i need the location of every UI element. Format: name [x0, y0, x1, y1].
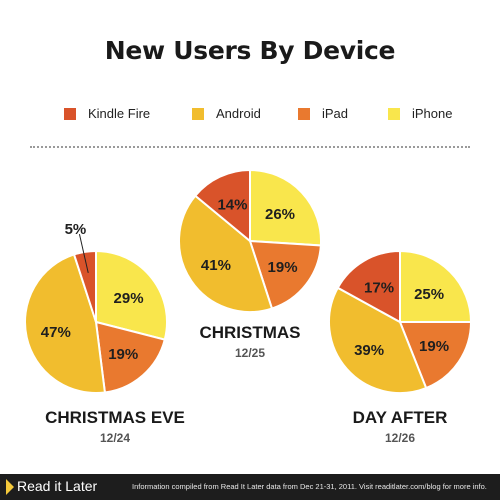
- pie-slice-android: [328, 286, 428, 394]
- pie-slice-iphone: [399, 249, 473, 323]
- pie-data-label-ipad: 19%: [268, 259, 298, 276]
- legend-label-ipad: iPad: [322, 106, 349, 121]
- chart-title: New Users By Device: [104, 36, 396, 65]
- read-it-later-logo-icon: [6, 479, 14, 495]
- footer-logo-text: Read it Later: [17, 478, 98, 494]
- dotted-divider: [30, 146, 470, 148]
- pie-slice-kindle-fire: [72, 249, 97, 323]
- legend-label-iphone: iPhone: [412, 106, 453, 121]
- pie-slice-kindle-fire: [336, 249, 401, 324]
- pie-data-label-iphone: 25%: [414, 286, 444, 303]
- pie-day-after: 25% 19% 39% 17%: [328, 249, 473, 394]
- pie-slice-kindle-fire: [193, 168, 251, 244]
- legend-swatch-kindle-fire: [64, 108, 76, 120]
- legend: Kindle Fire Android iPad iPhone: [0, 106, 500, 126]
- pie-data-label-kindle-fire: 14%: [217, 197, 247, 214]
- pie-slice-ipad: [398, 321, 473, 390]
- pie-slice-android: [178, 194, 274, 313]
- pie-label-christmas: CHRISTMAS: [199, 323, 301, 342]
- pie-label-day-after: DAY AFTER: [352, 408, 448, 427]
- pie-data-label-android: 39%: [354, 342, 384, 359]
- legend-swatch-ipad: [298, 108, 310, 120]
- legend-swatch-android: [192, 108, 204, 120]
- pie-data-label-kindle-fire: 17%: [364, 280, 394, 297]
- pie-charts: 29% 19% 47% 5% 26% 19% 41% 14% 25% 19% 39% 17%: [24, 168, 473, 394]
- pie-data-label-iphone: 29%: [114, 290, 144, 307]
- pie-christmas: 26% 19% 41% 14%: [178, 168, 322, 313]
- pie-label-christmas-eve: CHRISTMAS EVE: [45, 408, 185, 427]
- pie-date-christmas: 12/25: [234, 346, 266, 360]
- pie-data-label-android: 41%: [201, 257, 231, 274]
- pie-date-christmas-eve: 12/24: [99, 431, 131, 445]
- pie-data-label-kindle-fire: 5%: [65, 221, 87, 238]
- legend-label-kindle-fire: Kindle Fire: [88, 106, 151, 121]
- pie-data-label-ipad: 19%: [108, 346, 138, 363]
- pie-data-label-android: 47%: [41, 324, 71, 341]
- pie-date-day-after: 12/26: [384, 431, 416, 445]
- pie-data-label-iphone: 26%: [265, 206, 295, 223]
- pie-slice-ipad: [248, 239, 322, 310]
- footer-bar: Read it Later Information compiled from …: [0, 474, 500, 500]
- footer-info-text: Information compiled from Read It Later …: [132, 482, 487, 491]
- pie-slice-ipad: [94, 320, 166, 394]
- pie-christmas-eve: 29% 19% 47% 5%: [24, 221, 168, 394]
- pie-slice-iphone: [249, 168, 322, 247]
- pie-data-label-ipad: 19%: [419, 338, 449, 355]
- pie-slice-iphone: [95, 249, 168, 341]
- legend-swatch-iphone: [388, 108, 400, 120]
- pie-label-leader-line: [78, 234, 89, 274]
- legend-label-android: Android: [216, 106, 261, 121]
